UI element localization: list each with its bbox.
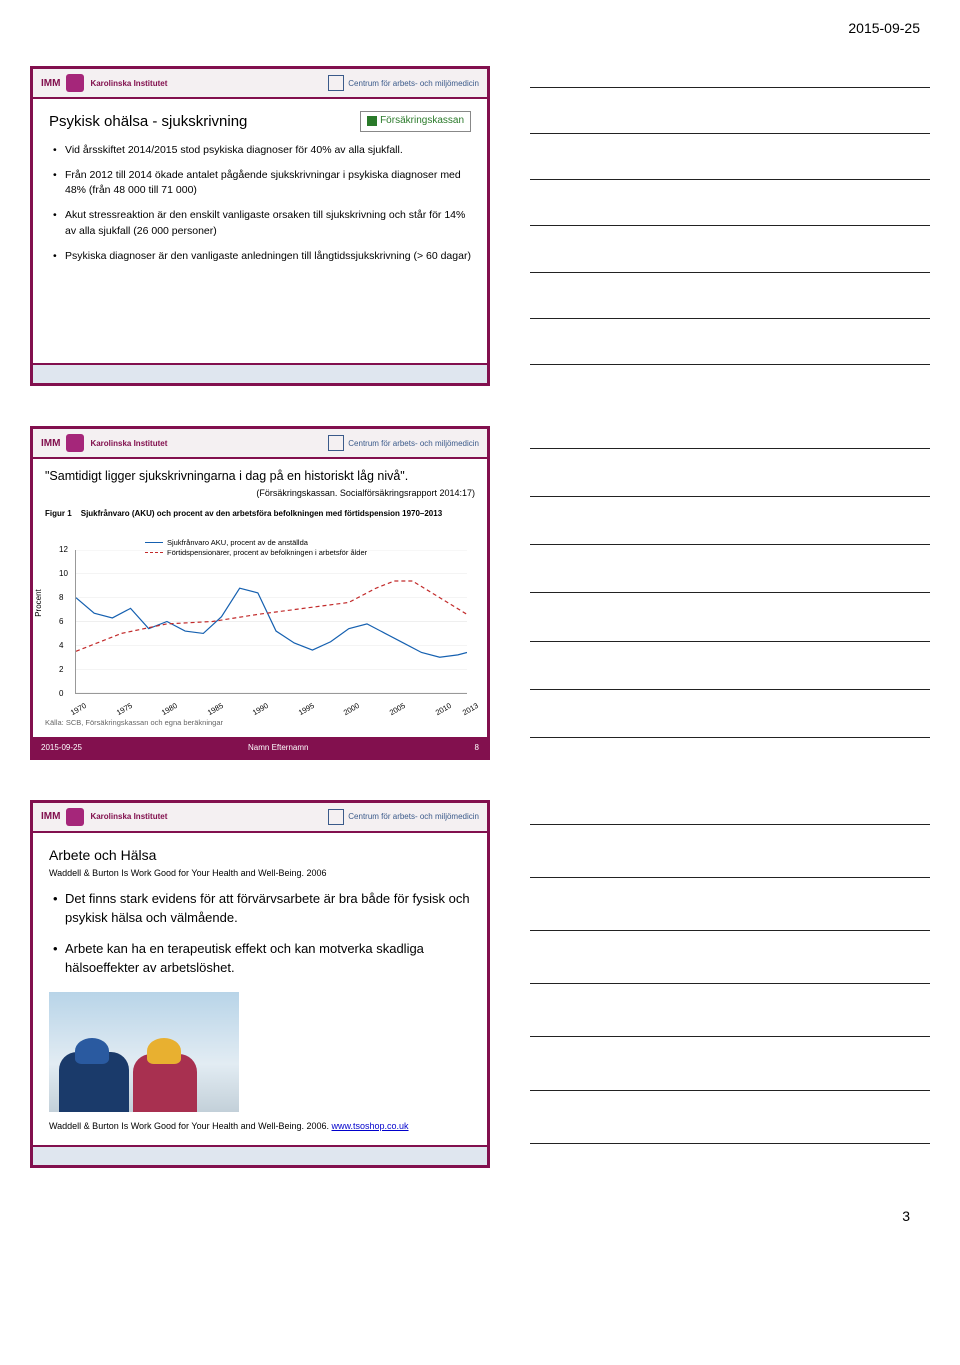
fk-icon [367,116,377,126]
note-line [530,1036,930,1037]
hdr-centrum: Centrum för arbets- och miljömedicin [348,79,479,88]
note-line [530,179,930,180]
note-line [530,496,930,497]
slide-1: IMM Karolinska Institutet Centrum för ar… [30,66,490,386]
note-line [530,364,930,365]
bullet: Akut stressreaktion är den enskilt vanli… [53,208,471,238]
note-line [530,225,930,226]
footer-author: Namn Efternamn [248,743,308,752]
chart-plot [76,550,467,693]
notes-col-1 [530,66,930,386]
note-line [530,133,930,134]
hdr-imm: IMM [41,78,60,89]
hdr-ki: Karolinska Institutet [90,439,167,448]
note-line [530,1090,930,1091]
note-line [530,983,930,984]
slide-header: IMM Karolinska Institutet Centrum för ar… [33,429,487,459]
row-2: IMM Karolinska Institutet Centrum för ar… [30,426,930,760]
ki-logo-icon [66,808,84,826]
hdr-centrum: Centrum för arbets- och miljömedicin [348,812,479,821]
hdr-ki: Karolinska Institutet [90,812,167,821]
footer-date: 2015-09-25 [41,743,82,752]
bullet: Det finns stark evidens för att förvärvs… [53,890,471,928]
ref-link[interactable]: www.tsoshop.co.uk [332,1121,409,1131]
page-date: 2015-09-25 [30,20,930,36]
legend-label-1: Sjukfrånvaro AKU, procent av de anställd… [167,538,308,548]
note-line [530,318,930,319]
bullet: Psykiska diagnoser är den vanligaste anl… [53,249,471,264]
slide2-quote: "Samtidigt ligger sjukskrivningarna i da… [45,467,475,485]
figure-caption: Sjukfrånvaro (AKU) och procent av den ar… [81,509,442,518]
bullet: Vid årsskiftet 2014/2015 stod psykiska d… [53,143,471,158]
y-axis-label: Procent [33,589,45,617]
note-line [530,877,930,878]
footer-num: 8 [475,743,479,752]
hdr-imm: IMM [41,438,60,449]
hdr-ki: Karolinska Institutet [90,79,167,88]
slide-footer: 2015-09-25 Namn Efternamn 8 [33,737,487,757]
slide3-title: Arbete och Hälsa [49,845,471,865]
hdr-centrum: Centrum för arbets- och miljömedicin [348,439,479,448]
slide-header: IMM Karolinska Institutet Centrum för ar… [33,803,487,833]
slide-footer [33,363,487,383]
note-line [530,544,930,545]
centrum-logo-icon [328,809,344,825]
slide-3: IMM Karolinska Institutet Centrum för ar… [30,800,490,1168]
slide3-subtitle: Waddell & Burton Is Work Good for Your H… [49,867,471,880]
note-line [530,272,930,273]
note-line [530,448,930,449]
figure-label: Figur 1 [45,508,72,520]
slide1-bullets: Vid årsskiftet 2014/2015 stod psykiska d… [53,143,471,264]
row-1: IMM Karolinska Institutet Centrum för ar… [30,66,930,386]
note-line [530,737,930,738]
fk-badge: Försäkringskassan [360,111,471,132]
row-3: IMM Karolinska Institutet Centrum för ar… [30,800,930,1168]
note-line [530,1143,930,1144]
note-line [530,689,930,690]
centrum-logo-icon [328,435,344,451]
centrum-logo-icon [328,75,344,91]
chart: Sjukfrånvaro AKU, procent av de anställd… [45,526,475,716]
note-line [530,641,930,642]
ref-text: Waddell & Burton Is Work Good for Your H… [49,1121,332,1131]
legend-swatch-1 [145,542,163,543]
slide-2: IMM Karolinska Institutet Centrum för ar… [30,426,490,760]
note-line [530,824,930,825]
workers-image [49,992,239,1112]
bullet: Arbete kan ha en terapeutisk effekt och … [53,940,471,978]
slide3-ref: Waddell & Burton Is Work Good for Your H… [49,1120,471,1133]
ki-logo-icon [66,434,84,452]
slide1-title: Psykisk ohälsa - sjukskrivning [49,111,247,133]
slide3-bullets: Det finns stark evidens för att förvärvs… [53,890,471,977]
chart-source: Källa: SCB, Försäkringskassan och egna b… [45,718,475,729]
notes-col-3 [530,800,930,1168]
slide2-quote-src: (Försäkringskassan. Socialförsäkringsrap… [45,487,475,500]
note-line [530,930,930,931]
bullet: Från 2012 till 2014 ökade antalet pågåen… [53,168,471,198]
note-line [530,592,930,593]
page-number: 3 [30,1208,930,1224]
ki-logo-icon [66,74,84,92]
hdr-imm: IMM [41,811,60,822]
fk-label: Försäkringskassan [380,114,464,129]
slide-header: IMM Karolinska Institutet Centrum för ar… [33,69,487,99]
slide-footer [33,1145,487,1165]
note-line [530,87,930,88]
notes-col-2 [530,426,930,760]
